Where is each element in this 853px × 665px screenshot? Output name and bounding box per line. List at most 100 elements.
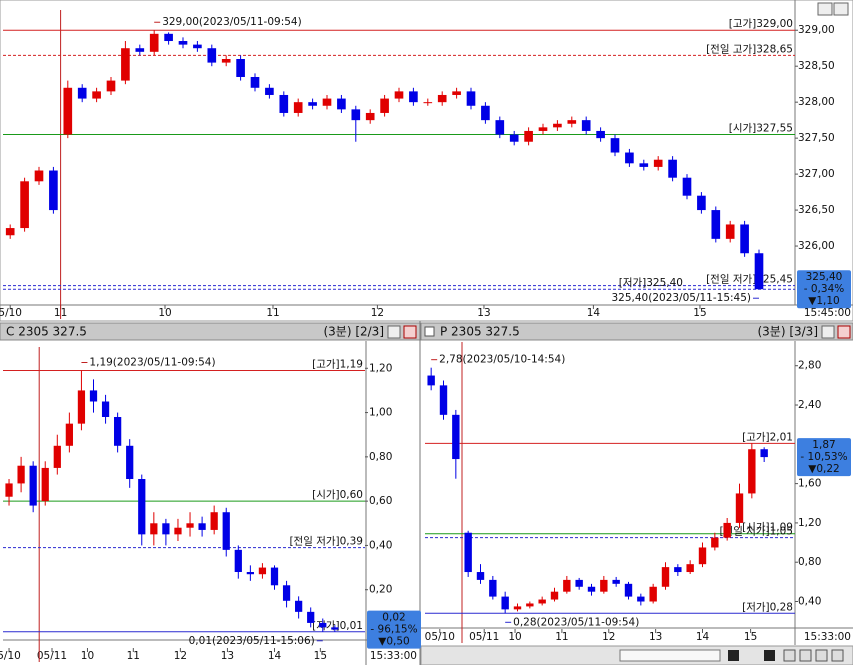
candle-body [725, 224, 735, 239]
candle-body [553, 123, 562, 128]
y-tick-label: 326,00 [798, 240, 835, 252]
x-tick-label: 11 [127, 650, 140, 662]
candle-body [427, 375, 435, 386]
candle-body [322, 98, 332, 106]
y-tick-label: 0,40 [369, 539, 392, 551]
level-label: [고가]2,01 [742, 431, 793, 443]
candle-body [612, 579, 620, 584]
price-box-change: - 10,53% [800, 451, 847, 463]
candle-body [307, 611, 315, 623]
candle-body [538, 127, 548, 131]
candle-body [625, 152, 634, 164]
candle-body [126, 445, 134, 479]
candle-body [63, 87, 73, 135]
candle-body [210, 512, 218, 530]
candle-body [29, 465, 37, 506]
candle-body [49, 170, 58, 211]
candle-body [365, 112, 375, 121]
close-button[interactable] [403, 325, 417, 339]
candle-body [331, 627, 339, 630]
window-button[interactable] [387, 325, 401, 339]
candle-body [610, 138, 620, 153]
candle-body [121, 48, 130, 81]
candle-body [697, 195, 706, 211]
candle-body [114, 417, 122, 446]
x-tick-label: 05/11 [469, 631, 499, 643]
candle-body [409, 91, 418, 103]
x-tick-label: 15 [693, 307, 706, 319]
candle-body [587, 586, 596, 592]
candle-body [279, 94, 289, 113]
y-tick-label: 2,40 [798, 399, 821, 411]
candle-body [34, 170, 44, 182]
zoom-button[interactable] [783, 649, 796, 662]
candle-body [452, 414, 460, 460]
nav-button[interactable] [728, 650, 739, 661]
candle-body [526, 603, 534, 607]
candle-body [682, 177, 692, 196]
candle-body [234, 549, 242, 572]
price-box-diff: ▼0,50 [378, 636, 409, 648]
level-label: [전일 고가]328,65 [706, 42, 793, 55]
zoom-button[interactable] [831, 649, 844, 662]
candle-body [538, 599, 546, 604]
tool-button[interactable] [817, 2, 833, 16]
candle-body [17, 465, 25, 484]
tool-button[interactable] [833, 2, 849, 16]
candle-body [380, 98, 389, 113]
candle-body [600, 579, 608, 592]
y-tick-label: 1,00 [369, 407, 392, 419]
time-label: 15:45:00 [804, 307, 851, 319]
y-tick-label: 0,40 [798, 596, 821, 608]
y-tick-label: 0,20 [369, 584, 392, 596]
nav-button[interactable] [764, 650, 775, 661]
x-tick-label: 05/10 [425, 631, 455, 643]
annotation: 1,19(2023/05/11-09:54) [89, 357, 215, 369]
x-tick-label: 13 [649, 631, 662, 643]
candle-body [207, 48, 217, 63]
y-tick-label: 326,50 [798, 204, 835, 216]
candle-body [740, 224, 749, 254]
candle-body [723, 522, 731, 538]
annotation: 0,28(2023/05/11-09:54) [513, 616, 639, 628]
candle-body [308, 102, 317, 106]
x-tick-label: 10 [81, 650, 94, 662]
candle-body [464, 532, 472, 573]
candle-body [149, 33, 159, 52]
candle-body [686, 564, 694, 573]
candle-body [760, 449, 768, 458]
checkbox[interactable] [424, 326, 435, 337]
zoom-button[interactable] [815, 649, 828, 662]
candle-body [293, 102, 303, 113]
x-tick-label: 15 [314, 650, 327, 662]
candle-body [466, 91, 476, 106]
annotation: 329,00(2023/05/11-09:54) [162, 16, 302, 28]
candle-body [5, 483, 13, 497]
y-tick-label: 329,00 [798, 24, 835, 36]
candle-body [351, 109, 361, 121]
x-tick-label: 12 [602, 631, 615, 643]
time-label: 15:33:00 [804, 631, 851, 643]
candle-body [319, 622, 327, 628]
window-button[interactable] [821, 325, 835, 339]
scroll-thumb[interactable] [619, 649, 721, 662]
x-tick-label: 10 [158, 307, 171, 319]
candle-body [92, 91, 101, 99]
candle-body [489, 579, 497, 597]
candle-body [394, 91, 404, 99]
level-label: [전일 저가]0,39 [289, 535, 363, 548]
x-tick-label: 12 [371, 307, 384, 319]
close-button[interactable] [837, 325, 851, 339]
x-tick-label: 13 [221, 650, 234, 662]
candle-body [452, 91, 461, 95]
price-box-price: 0,02 [382, 612, 405, 624]
candle-body [162, 523, 170, 535]
price-box-diff: ▼0,22 [808, 463, 839, 475]
y-tick-label: 0,80 [798, 556, 821, 568]
candle-body [337, 98, 346, 110]
zoom-button[interactable] [799, 649, 812, 662]
annotation: 325,40(2023/05/11-15:45) [612, 292, 752, 304]
annotation: 0,01(2023/05/11-15:06) [189, 635, 315, 647]
panel-interval: (3분) [2/3] [323, 325, 384, 339]
